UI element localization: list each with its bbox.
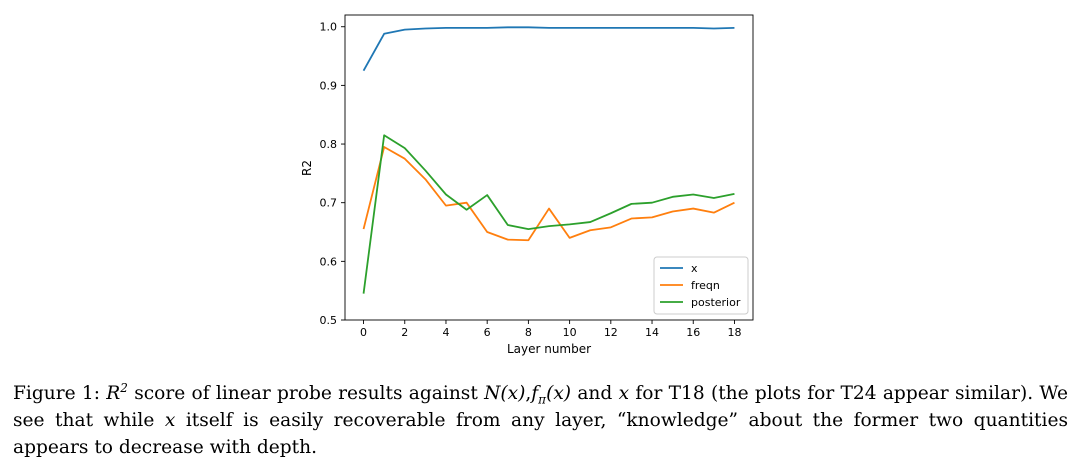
x-tick-label: 0 bbox=[360, 326, 367, 339]
figure-label: Figure 1: bbox=[13, 383, 100, 404]
plot-frame bbox=[344, 14, 754, 321]
legend-box bbox=[653, 256, 749, 315]
x-tick-label: 10 bbox=[563, 326, 577, 339]
y-tick-label: 0.8 bbox=[320, 138, 338, 151]
y-axis-ticks: 0.5 0.6 0.7 0.8 0.9 1.0 bbox=[320, 21, 345, 327]
line-chart: 0 2 4 6 8 10 12 14 16 18 0.5 0.6 0.7 0.8 0.9 1.0 Layer… bbox=[300, 14, 754, 356]
y-tick-label: 0.7 bbox=[320, 197, 338, 210]
legend-label-posterior: posterior bbox=[691, 296, 741, 309]
x-axis-label: Layer number bbox=[507, 342, 591, 356]
math-r: R2 bbox=[106, 380, 128, 404]
series-line-x bbox=[362, 26, 735, 72]
caption-text-3: for T18 (the plots for T24 appear simila… bbox=[13, 383, 1068, 431]
x-tick-label: 4 bbox=[442, 326, 449, 339]
caption-text-4: itself is easily recoverable from any la… bbox=[13, 410, 1068, 458]
x-tick-label: 18 bbox=[727, 326, 741, 339]
x-tick-label: 16 bbox=[686, 326, 700, 339]
math-nx: N(x) bbox=[484, 383, 526, 404]
x-axis-ticks: 0 2 4 6 8 10 12 14 16 18 bbox=[360, 320, 741, 339]
math-x-1: x bbox=[618, 383, 630, 404]
series-line-posterior bbox=[362, 134, 735, 294]
y-axis-label: R2 bbox=[300, 160, 314, 176]
math-x-2: x bbox=[164, 410, 176, 431]
series-line-freqn bbox=[362, 146, 735, 242]
x-tick-label: 8 bbox=[525, 326, 532, 339]
x-tick-label: 6 bbox=[484, 326, 491, 339]
x-tick-label: 12 bbox=[604, 326, 618, 339]
y-tick-label: 1.0 bbox=[320, 21, 338, 34]
x-tick-label: 2 bbox=[401, 326, 408, 339]
legend: x freqn posterior bbox=[653, 256, 749, 315]
caption-text-1: score of linear probe results against bbox=[134, 383, 478, 404]
legend-items: x freqn posterior bbox=[660, 262, 741, 309]
caption-text-2: and bbox=[577, 383, 613, 404]
legend-label-x: x bbox=[691, 262, 698, 275]
legend-label-freqn: freqn bbox=[691, 279, 720, 292]
y-tick-label: 0.5 bbox=[320, 314, 338, 327]
y-tick-label: 0.9 bbox=[320, 79, 338, 92]
figure-caption: Figure 1: R2 score of linear probe resul… bbox=[13, 380, 1068, 461]
x-tick-label: 14 bbox=[645, 326, 659, 339]
y-tick-label: 0.6 bbox=[320, 255, 338, 268]
math-fpi: fπ(x) bbox=[531, 383, 572, 407]
series-layer bbox=[362, 26, 735, 294]
math-comma: , bbox=[525, 383, 532, 404]
